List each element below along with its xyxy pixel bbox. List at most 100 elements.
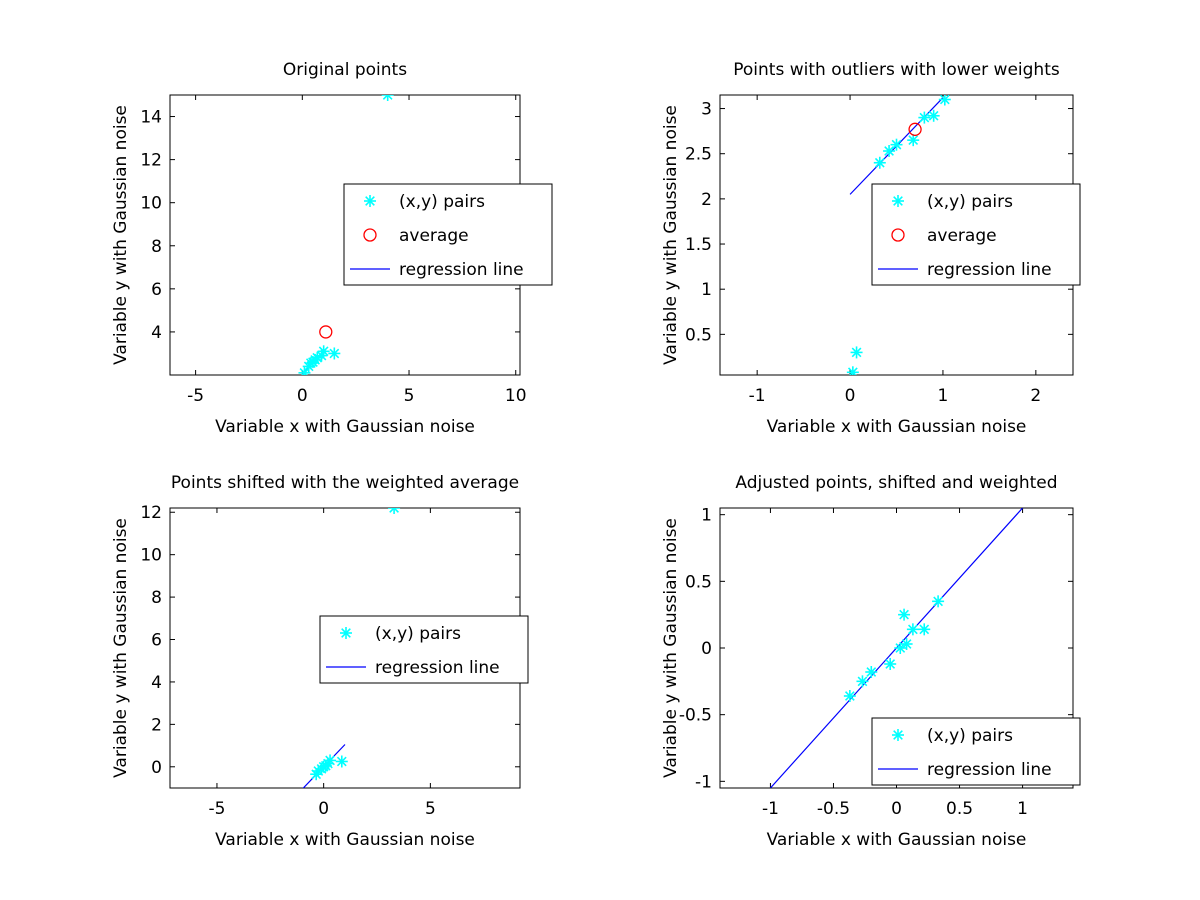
data-layer: [846, 95, 951, 375]
legend-label: (x,y) pairs: [927, 192, 1013, 212]
legend-marker-points: [364, 195, 376, 207]
y-tick-label: 10: [140, 194, 162, 214]
legend-label: regression line: [927, 760, 1052, 780]
x-tick-label: 5: [425, 799, 436, 819]
y-axis-label: Variable y with Gaussian noise: [111, 518, 131, 778]
y-tick-label: 10: [140, 546, 162, 566]
data-point: [938, 95, 951, 106]
data-point: [907, 134, 920, 147]
y-axis-label: Variable y with Gaussian noise: [111, 105, 131, 365]
y-tick-label: 2.5: [685, 145, 712, 165]
legend-box: [343, 183, 553, 286]
y-tick-label: 12: [140, 503, 162, 523]
legend: (x,y) pairs average regression line: [871, 183, 1081, 286]
legend-entry: (x,y) pairs: [340, 624, 461, 644]
legend-entry: average: [363, 226, 469, 246]
y-tick-label: 2: [151, 715, 162, 735]
legend-box: [319, 615, 529, 684]
data-point: [865, 666, 878, 678]
chart-title: Original points: [283, 60, 407, 80]
data-point: [843, 690, 856, 702]
legend-label: regression line: [375, 658, 500, 678]
legend-entry: (x,y) pairs: [892, 726, 1013, 746]
y-axis-label: Variable y with Gaussian noise: [661, 105, 681, 365]
y-tick-label: 2: [701, 190, 712, 210]
x-tick-label: 0: [297, 386, 308, 406]
data-point: [298, 366, 311, 375]
y-tick-label: 1.5: [685, 235, 712, 255]
legend-entry: regression line: [326, 658, 500, 678]
legend-marker-points: [892, 195, 904, 207]
legend-label: regression line: [399, 260, 524, 280]
y-tick-label: -1: [695, 772, 712, 792]
legend: (x,y) pairs regression line: [319, 615, 529, 684]
data-point: [850, 346, 863, 359]
y-tick-label: 8: [151, 588, 162, 608]
x-axis-label: Variable x with Gaussian noise: [215, 830, 475, 850]
data-point: [317, 345, 330, 358]
subplot-3: Points shifted with the weighted average…: [111, 473, 529, 850]
legend-label: average: [399, 226, 469, 246]
legend-box: [871, 717, 1081, 786]
legend-entry: (x,y) pairs: [892, 192, 1013, 212]
legend-entry: average: [891, 226, 997, 246]
x-tick-label: -1: [762, 799, 779, 819]
data-point: [918, 111, 931, 124]
legend-entry: regression line: [350, 260, 524, 280]
subplot-2: Points with outliers with lower weights -…: [661, 60, 1081, 437]
legend-label: (x,y) pairs: [375, 624, 461, 644]
x-tick-label: 1: [938, 386, 949, 406]
x-tick-label: -0.5: [817, 799, 850, 819]
data-point: [873, 156, 886, 169]
y-tick-label: 14: [140, 108, 162, 128]
y-tick-label: 0.5: [685, 325, 712, 345]
x-tick-label: 0: [318, 799, 329, 819]
y-tick-label: 1: [701, 280, 712, 300]
chart-title: Points with outliers with lower weights: [733, 60, 1060, 80]
average-point: [908, 122, 922, 136]
x-tick-label: 10: [505, 386, 527, 406]
y-tick-label: 12: [140, 151, 162, 171]
data-layer: [298, 95, 394, 375]
x-tick-label: -5: [187, 386, 204, 406]
data-point: [906, 623, 919, 636]
chart-title: Adjusted points, shifted and weighted: [735, 473, 1057, 493]
x-tick-label: 5: [404, 386, 415, 406]
data-point: [884, 658, 897, 670]
data-point: [890, 138, 903, 151]
legend-marker-average: [891, 228, 905, 242]
data-layer: [302, 508, 401, 788]
x-tick-label: -5: [208, 799, 225, 819]
legend-marker-points: [892, 729, 904, 741]
data-point: [918, 623, 931, 636]
y-tick-label: 1: [701, 506, 712, 526]
data-point: [900, 638, 913, 650]
y-tick-label: 0: [701, 639, 712, 659]
data-point: [894, 642, 907, 654]
data-layer: [769, 508, 1024, 788]
legend-box: [871, 183, 1081, 286]
legend-entry: (x,y) pairs: [364, 192, 485, 212]
legend-label: (x,y) pairs: [927, 726, 1013, 746]
data-point: [381, 95, 394, 101]
x-tick-label: 1: [1017, 799, 1028, 819]
y-tick-label: 3: [701, 100, 712, 120]
y-tick-label: 8: [151, 237, 162, 257]
y-tick-label: 4: [151, 673, 162, 693]
y-axis-label: Variable y with Gaussian noise: [661, 518, 681, 778]
y-tick-label: 4: [151, 323, 162, 343]
x-tick-label: 0: [891, 799, 902, 819]
x-axis-label: Variable x with Gaussian noise: [767, 830, 1027, 850]
data-point: [927, 109, 940, 122]
y-tick-label: 6: [151, 280, 162, 300]
x-tick-label: -1: [749, 386, 766, 406]
y-tick-label: 0: [151, 758, 162, 778]
legend-entry: regression line: [878, 260, 1052, 280]
x-tick-label: 0: [845, 386, 856, 406]
legend-label: regression line: [927, 260, 1052, 280]
legend-marker-points: [340, 627, 352, 639]
x-axis-label: Variable x with Gaussian noise: [767, 417, 1027, 437]
average-point: [319, 325, 333, 339]
data-point: [388, 508, 401, 514]
